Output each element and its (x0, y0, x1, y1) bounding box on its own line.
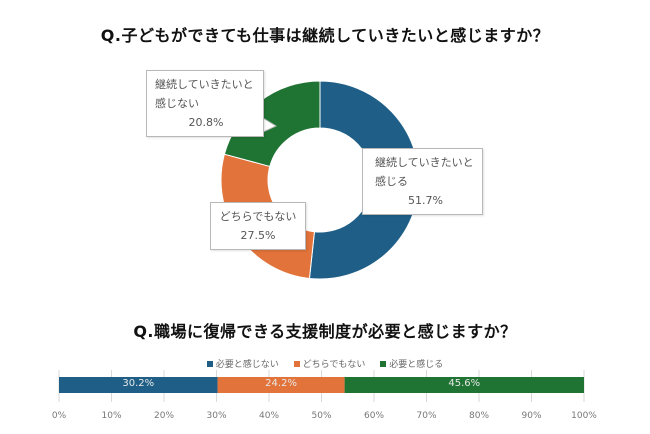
legend-item-neutral: どちらでもない (293, 357, 366, 370)
bar-segment-not-needed (59, 377, 218, 393)
callout-continue-yes-line2: 感じる (375, 175, 408, 188)
bar-legend: 必要と感じない どちらでもない 必要と感じる (0, 357, 650, 370)
callout-continue-no-pct: 20.8% (188, 116, 224, 129)
callout-neutral-pct: 27.5% (240, 229, 276, 242)
callout-neutral: どちらでもない 27.5% (210, 202, 306, 250)
legend-label-not-needed: 必要と感じない (215, 360, 279, 370)
legend-swatch-not-needed (206, 361, 213, 367)
bar-segment-neutral-value-label: 24.2% (265, 378, 297, 389)
legend-label-neutral: どちらでもない (302, 360, 366, 370)
pie-chart-title: Q.子どもができても仕事は継続していきたいと感じますか？ (100, 26, 550, 45)
x-tick-label: 70% (416, 411, 437, 421)
callout-continue-yes-line1: 継続していきたいと (375, 156, 474, 169)
legend-item-needed: 必要と感じる (380, 357, 443, 370)
callout-continue-no: 継続していきたいと 感じない 20.8% (146, 70, 264, 137)
callout-continue-no-line1: 継続していきたいと (155, 78, 254, 91)
x-tick-label: 40% (258, 411, 280, 421)
x-tick-label: 0% (51, 411, 67, 421)
bar-segment-not-needed-value-label: 30.2% (122, 378, 155, 389)
bar-segment-needed (344, 377, 584, 393)
callout-continue-yes-pct: 51.7% (408, 194, 443, 207)
x-tick-label: 100% (571, 411, 597, 421)
x-tick-label: 80% (468, 411, 490, 421)
x-tick-label: 10% (101, 411, 122, 421)
callout-continue-no-line2: 感じない (155, 97, 199, 110)
legend-swatch-neutral (293, 361, 300, 367)
x-tick-label: 20% (153, 411, 175, 421)
x-tick-label: 60% (363, 411, 385, 421)
legend-swatch-needed (380, 361, 387, 367)
bar-segment-needed-value-label: 45.6% (448, 378, 481, 389)
callout-neutral-line1: どちらでもない (219, 210, 297, 223)
x-tick-label: 30% (206, 411, 227, 421)
bar-segment-neutral (217, 377, 345, 393)
legend-label-needed: 必要と感じる (389, 360, 444, 370)
callout-continue-yes: 継続していきたいと 感じる 51.7% (362, 148, 483, 215)
bar-chart-title: Q.職場に復帰できる支援制度が必要と感じますか？ (133, 322, 517, 341)
x-tick-label: 50% (311, 411, 332, 421)
x-tick-label: 90% (521, 411, 542, 421)
legend-item-not-needed: 必要と感じない (206, 357, 279, 370)
